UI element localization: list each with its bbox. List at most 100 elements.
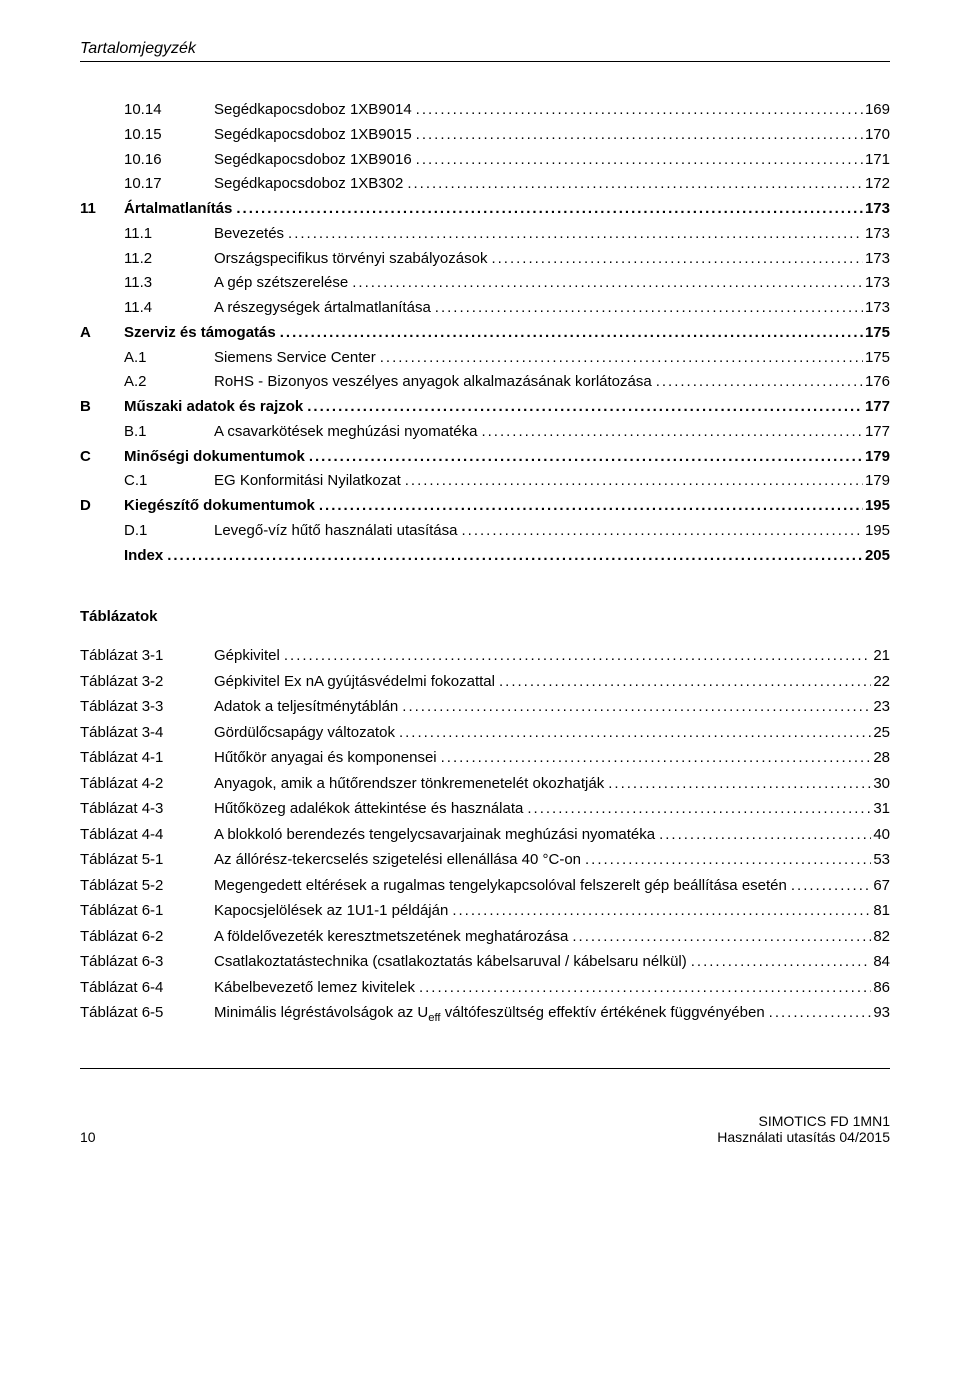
page-footer: 10 SIMOTICS FD 1MN1 Használati utasítás … [80,1113,890,1145]
table-label: Táblázat 4-2 [80,771,214,797]
table-leader [415,975,871,1001]
toc-title: Segédkapocsdoboz 1XB9014 [214,98,412,123]
toc-title: A gép szétszerelése [214,271,348,296]
toc-section-number: A.2 [124,370,214,395]
toc-leader [284,222,863,247]
tables-heading: Táblázatok [80,608,890,625]
toc-section-number: 11.1 [124,222,214,247]
toc-title: RoHS - Bizonyos veszélyes anyagok alkalm… [214,370,652,395]
toc-line: 11.2Országspecifikus törvényi szabályozá… [80,247,890,272]
toc-title: Kiegészítő dokumentumok [124,494,315,519]
toc-leader [376,346,863,371]
table-title: Anyagok, amik a hűtőrendszer tönkremenet… [214,771,604,797]
header-rule [80,61,890,62]
table-page: 81 [871,898,890,924]
table-title: A blokkoló berendezés tengelycsavarjaina… [214,822,655,848]
toc-line: 11.3A gép szétszerelése173 [80,271,890,296]
toc-leader [403,172,863,197]
table-page: 31 [871,796,890,822]
toc-title: Segédkapocsdoboz 1XB9015 [214,123,412,148]
toc-title: Országspecifikus törvényi szabályozások [214,247,487,272]
toc-chapter: C [80,445,124,470]
table-title: Kábelbevezető lemez kivitelek [214,975,415,1001]
table-label: Táblázat 5-2 [80,873,214,899]
table-line: Táblázat 6-2A földelővezeték keresztmets… [80,924,890,950]
toc-title: Ártalmatlanítás [124,197,232,222]
table-line: Táblázat 3-2Gépkivitel Ex nA gyújtásvéde… [80,669,890,695]
table-line: Táblázat 4-2Anyagok, amik a hűtőrendszer… [80,771,890,797]
toc-line: BMűszaki adatok és rajzok177 [80,395,890,420]
toc-title: Műszaki adatok és rajzok [124,395,303,420]
toc-title: Segédkapocsdoboz 1XB302 [214,172,403,197]
table-label: Táblázat 4-3 [80,796,214,822]
toc-section-number: B.1 [124,420,214,445]
toc-title: Minőségi dokumentumok [124,445,305,470]
table-leader [437,745,872,771]
table-line: Táblázat 4-1Hűtőkör anyagai és komponens… [80,745,890,771]
toc-leader [458,519,863,544]
toc-line: Index205 [80,544,890,569]
table-title: Megengedett eltérések a rugalmas tengely… [214,873,787,899]
toc-leader [487,247,863,272]
toc-leader [431,296,863,321]
toc-title: Index [124,544,163,569]
table-title: Kapocsjelölések az 1U1-1 példáján [214,898,448,924]
table-title: Minimális légréstávolságok az Ueff váltó… [214,1000,765,1028]
table-leader [581,847,871,873]
table-leader [687,949,872,975]
toc-page: 175 [863,321,890,346]
toc-title: Segédkapocsdoboz 1XB9016 [214,148,412,173]
toc-line: A.1Siemens Service Center175 [80,346,890,371]
table-title: Hűtőközeg adalékok áttekintése és haszná… [214,796,523,822]
table-leader [495,669,871,695]
toc-title: EG Konformitási Nyilatkozat [214,469,401,494]
table-line: Táblázat 6-1Kapocsjelölések az 1U1-1 pél… [80,898,890,924]
table-title: Csatlakoztatástechnika (csatlakoztatás k… [214,949,687,975]
toc-line: A.2RoHS - Bizonyos veszélyes anyagok alk… [80,370,890,395]
toc-section-number: 11.4 [124,296,214,321]
table-line: Táblázat 3-4Gördülőcsapágy változatok25 [80,720,890,746]
toc-line: 10.14Segédkapocsdoboz 1XB9014169 [80,98,890,123]
table-page: 82 [871,924,890,950]
table-page: 86 [871,975,890,1001]
toc-leader [477,420,863,445]
toc-page: 173 [863,247,890,272]
toc-title: Siemens Service Center [214,346,376,371]
table-title: Az állórész-tekercselés szigetelési elle… [214,847,581,873]
toc-page: 173 [863,197,890,222]
table-page: 28 [871,745,890,771]
footer-product: SIMOTICS FD 1MN1 [717,1113,890,1129]
table-title: Gépkivitel [214,643,280,669]
table-line: Táblázat 4-4A blokkoló berendezés tengel… [80,822,890,848]
toc-leader [232,197,863,222]
toc-title: Levegő-víz hűtő használati utasítása [214,519,458,544]
table-page: 21 [871,643,890,669]
toc-page: 170 [863,123,890,148]
table-title: Gépkivitel Ex nA gyújtásvédelmi fokozatt… [214,669,495,695]
running-header: Tartalomjegyzék [80,40,890,58]
toc-page: 169 [863,98,890,123]
toc-line: 11.1Bevezetés173 [80,222,890,247]
toc-leader [412,98,863,123]
footer-rule [80,1068,890,1069]
table-leader [398,694,871,720]
toc-page: 173 [863,222,890,247]
toc-section-number: D.1 [124,519,214,544]
toc-chapter: D [80,494,124,519]
toc-line: B.1A csavarkötések meghúzási nyomatéka17… [80,420,890,445]
toc-section-number: 10.16 [124,148,214,173]
table-label: Táblázat 6-3 [80,949,214,975]
table-label: Táblázat 6-2 [80,924,214,950]
table-page: 40 [871,822,890,848]
toc-line: DKiegészítő dokumentumok195 [80,494,890,519]
toc-line: 10.16Segédkapocsdoboz 1XB9016171 [80,148,890,173]
table-line: Táblázat 5-2Megengedett eltérések a ruga… [80,873,890,899]
toc-leader [303,395,863,420]
table-line: Táblázat 5-1Az állórész-tekercselés szig… [80,847,890,873]
table-label: Táblázat 6-1 [80,898,214,924]
toc-title: A részegységek ártalmatlanítása [214,296,431,321]
table-label: Táblázat 5-1 [80,847,214,873]
tables-list: Táblázat 3-1Gépkivitel21Táblázat 3-2Gépk… [80,643,890,1028]
footer-page-number: 10 [80,1129,96,1145]
toc-leader [401,469,863,494]
